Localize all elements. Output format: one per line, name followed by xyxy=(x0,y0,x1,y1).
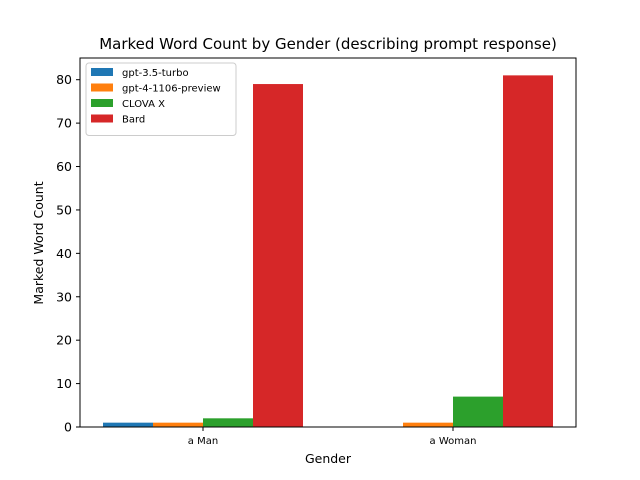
y-tick-label: 20 xyxy=(56,333,72,348)
y-tick-label: 0 xyxy=(64,420,72,435)
legend-swatch xyxy=(91,68,113,76)
y-axis: 0 10 20 30 40 50 60 70 80 xyxy=(56,72,80,435)
bar-clova-x-0 xyxy=(203,418,253,427)
bars-group xyxy=(103,75,553,427)
bar-gpt-4-1106-preview-1 xyxy=(403,422,453,427)
bar-gpt-4-1106-preview-0 xyxy=(153,422,203,427)
bar-clova-x-1 xyxy=(453,396,503,427)
x-axis-label: Gender xyxy=(305,451,352,466)
y-tick-label: 30 xyxy=(56,289,72,304)
y-tick-label: 70 xyxy=(56,116,72,131)
legend-swatch xyxy=(91,114,113,123)
legend-entry: Bard xyxy=(122,115,145,126)
plot-frame xyxy=(79,57,577,428)
bar-bard-0 xyxy=(253,84,303,427)
x-axis: a Man a Woman xyxy=(188,427,477,447)
bar-bard-1 xyxy=(503,75,553,427)
y-tick-label: 40 xyxy=(56,246,72,261)
y-tick-label: 80 xyxy=(56,72,72,87)
y-tick-label: 10 xyxy=(56,376,72,391)
y-tick-label: 50 xyxy=(56,202,72,217)
legend-entry: CLOVA X xyxy=(122,99,165,110)
x-tick-label: a Man xyxy=(188,436,218,447)
legend-swatch xyxy=(91,99,113,107)
chart-title: Marked Word Count by Gender (describing … xyxy=(99,35,557,53)
y-tick-label: 60 xyxy=(56,159,72,174)
legend-entry: gpt-3.5-turbo xyxy=(122,68,189,79)
legend-entry: gpt-4-1106-preview xyxy=(122,84,221,95)
legend-swatch xyxy=(91,83,113,92)
legend-box xyxy=(85,62,237,136)
bar-gpt-3-5-turbo-0 xyxy=(103,422,153,427)
y-axis-label: Marked Word Count xyxy=(31,181,46,304)
x-tick-label: a Woman xyxy=(430,436,477,447)
legend: gpt-3.5-turbo gpt-4-1106-preview CLOVA X Ba… xyxy=(85,62,237,136)
